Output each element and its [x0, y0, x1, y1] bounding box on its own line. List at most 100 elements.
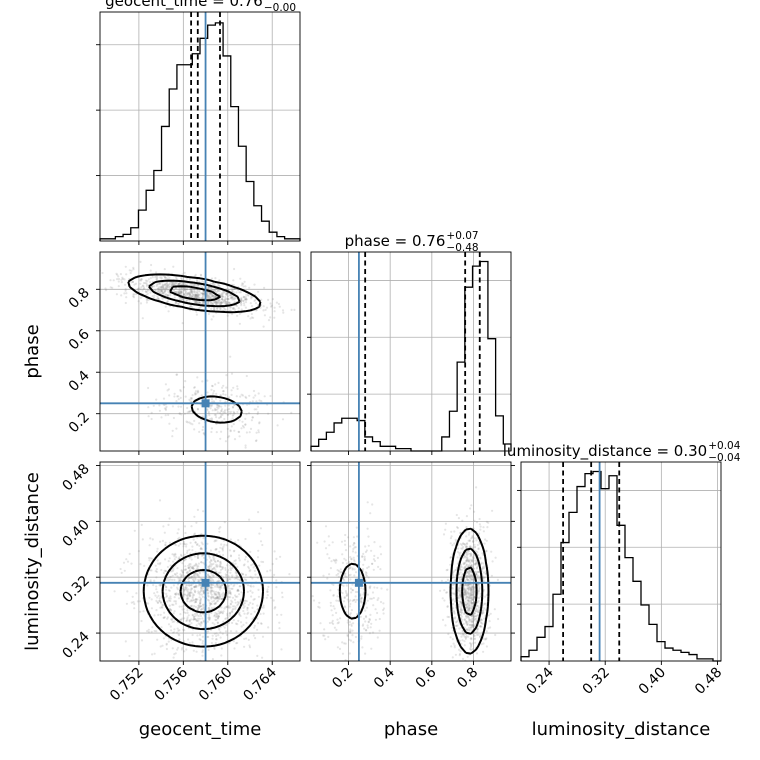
sample-point [237, 557, 241, 560]
sample-point [474, 610, 477, 613]
sample-point [213, 592, 216, 595]
sample-point [151, 557, 154, 560]
sample-point [250, 585, 253, 588]
sample-point [474, 615, 477, 618]
sample-point [235, 576, 238, 579]
sample-point [476, 628, 479, 631]
sample-point [197, 295, 200, 298]
sample-point [183, 288, 186, 291]
sample-point [380, 587, 383, 590]
sample-point [170, 575, 173, 578]
sample-point [331, 619, 334, 623]
sample-point [181, 646, 184, 649]
sample-point [374, 608, 377, 611]
sample-point [459, 606, 463, 610]
sample-point [225, 623, 228, 627]
sample-point [337, 570, 341, 573]
sample-point [228, 435, 231, 438]
sample-point [176, 593, 180, 596]
sample-point [366, 599, 369, 602]
sample-point [148, 281, 152, 284]
sample-point [324, 525, 328, 528]
sample-point [250, 305, 254, 308]
x-tick-label-geocent_time: 0.764 [240, 664, 280, 704]
sample-point [465, 545, 468, 549]
sample-point [481, 552, 484, 555]
sample-point [302, 432, 304, 434]
sample-point [218, 565, 221, 568]
sample-point [91, 288, 93, 290]
sample-point [465, 593, 468, 596]
sample-point [207, 296, 210, 300]
sample-point [188, 292, 191, 295]
sample-point [193, 601, 196, 604]
sample-point [183, 293, 186, 296]
sample-point [367, 535, 370, 538]
sample-point [366, 669, 368, 671]
sample-point [178, 282, 182, 285]
sample-point [340, 571, 343, 574]
sample-point [452, 576, 455, 579]
sample-point [209, 558, 213, 562]
sample-point [469, 574, 472, 578]
sample-point [208, 291, 211, 294]
sample-point [214, 611, 217, 615]
sample-point [471, 593, 474, 596]
sample-point [479, 633, 482, 637]
sample-point [246, 608, 249, 611]
sample-point [210, 277, 214, 280]
sample-point [215, 593, 218, 596]
sample-point [235, 395, 238, 398]
sample-point [217, 627, 220, 630]
sample-point [230, 425, 233, 428]
sample-point [238, 291, 241, 294]
sample-point [234, 541, 237, 544]
sample-point [178, 629, 181, 632]
sample-point [227, 410, 230, 413]
sample-point [465, 552, 468, 556]
sample-point [337, 621, 340, 624]
sample-point [464, 545, 467, 548]
sample-point [195, 585, 198, 589]
sample-point [200, 608, 203, 611]
sample-point [185, 589, 189, 592]
sample-point [463, 593, 466, 596]
sample-point [221, 567, 224, 571]
sample-point [465, 535, 468, 538]
sample-point [131, 280, 135, 284]
contour-level-1 [161, 552, 245, 631]
sample-point [210, 388, 213, 391]
sample-point [256, 556, 260, 559]
sample-point [200, 586, 203, 589]
sample-point [172, 568, 175, 571]
sample-point [229, 591, 232, 594]
sample-point [238, 419, 241, 422]
sample-point [249, 569, 252, 572]
sample-point [177, 302, 180, 305]
sample-point [251, 577, 254, 580]
sample-point [364, 652, 367, 655]
sample-point [257, 588, 260, 592]
sample-point [215, 584, 218, 587]
sample-point [198, 605, 201, 608]
sample-point [178, 536, 181, 539]
sample-point [472, 556, 475, 559]
sample-point [163, 289, 166, 292]
sample-point [133, 602, 136, 606]
x-tick-label-phase: 0.6 [413, 664, 440, 691]
sample-point [271, 298, 274, 301]
sample-point [248, 431, 251, 434]
sample-point [193, 585, 196, 588]
sample-point [472, 587, 475, 590]
sample-point [473, 563, 477, 566]
sample-point [330, 609, 333, 612]
sample-point [212, 295, 215, 298]
sample-point [466, 595, 470, 598]
sample-point [233, 438, 237, 441]
sample-point [156, 276, 159, 279]
sample-point [458, 639, 462, 642]
sample-point [453, 542, 456, 545]
sample-point [466, 603, 469, 606]
sample-point [189, 288, 192, 291]
sample-point [194, 273, 197, 276]
